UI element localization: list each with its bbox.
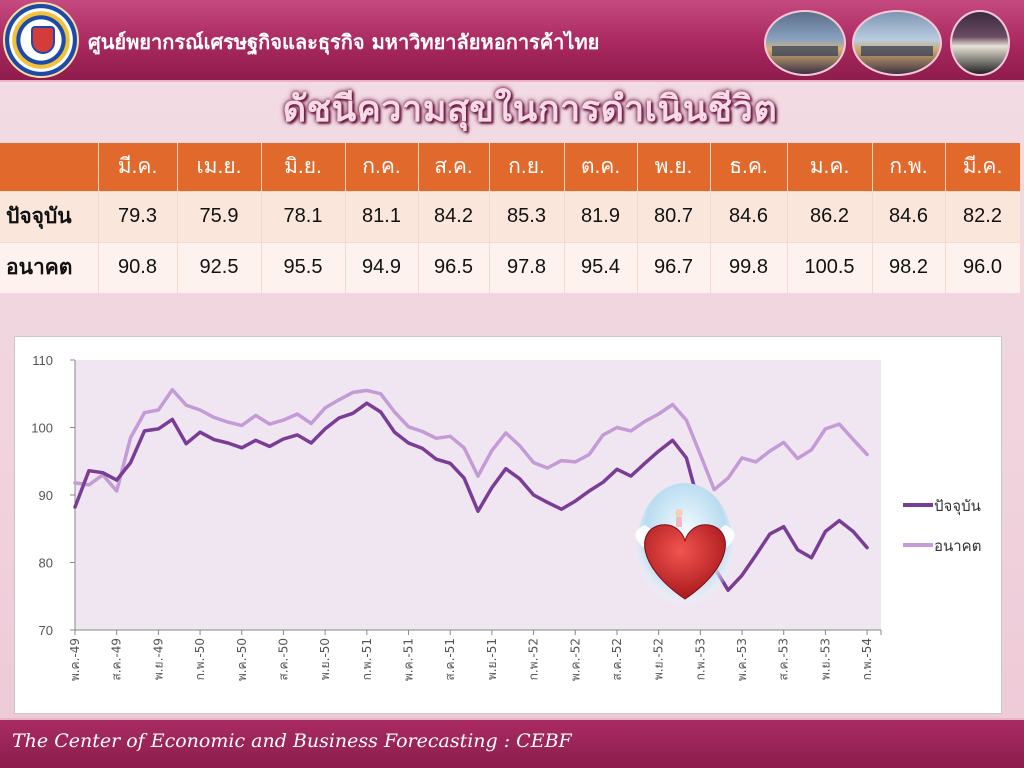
- header-band: ศูนย์พยากรณ์เศรษฐกิจและธุรกิจ มหาวิทยาลั…: [0, 0, 1024, 82]
- row-label-future: อนาคต: [0, 241, 99, 293]
- logo-emblem-icon: [31, 26, 55, 54]
- x-tick-label: พ.ค.-52: [568, 638, 582, 681]
- x-tick-label: ก.พ.-51: [360, 638, 374, 680]
- table-cell: 79.3: [98, 190, 178, 242]
- y-tick-label: 110: [32, 353, 53, 368]
- table-header-cell: ก.ย.: [489, 143, 565, 191]
- x-tick-label: พ.ย.-50: [318, 638, 332, 680]
- university-logo: [3, 2, 79, 78]
- table-header-cell: ก.พ.: [872, 143, 946, 191]
- table-cell: 82.2: [945, 190, 1021, 242]
- x-tick-label: พ.ค.-50: [235, 638, 249, 681]
- table-header-cell: ก.ค.: [345, 143, 419, 191]
- speaker-photo: [950, 10, 1010, 76]
- page-title: ดัชนีความสุขในการดำเนินชีวิต: [282, 88, 778, 130]
- x-tick-label: ส.ค.-50: [276, 638, 290, 681]
- table-cell: 100.5: [787, 241, 873, 293]
- table-cell: 98.2: [872, 241, 946, 293]
- table-cell: 94.9: [345, 241, 419, 293]
- x-tick-label: ส.ค.-51: [443, 638, 457, 681]
- meeting-photo-2: [852, 10, 942, 76]
- footer-band: The Center of Economic and Business Fore…: [0, 718, 1024, 768]
- x-tick-label: ส.ค.-52: [610, 638, 624, 681]
- table-header-cell: มี.ค.: [945, 143, 1021, 191]
- legend-label: ปัจจุบัน: [934, 497, 981, 516]
- table-header-cell: ต.ค.: [564, 143, 638, 191]
- table-cell: 92.5: [177, 241, 262, 293]
- cupid-figure-head: [675, 509, 683, 517]
- footer-text: The Center of Economic and Business Fore…: [12, 730, 572, 752]
- table-cell: 86.2: [787, 190, 873, 242]
- organization-name: ศูนย์พยากรณ์เศรษฐกิจและธุรกิจ มหาวิทยาลั…: [88, 30, 600, 54]
- table-cell: 84.2: [418, 190, 490, 242]
- y-tick-label: 100: [31, 421, 53, 436]
- series-line-current: [73, 401, 869, 592]
- heart-icon: [644, 524, 726, 600]
- table-cell: 81.1: [345, 190, 419, 242]
- table-header-cell: ธ.ค.: [710, 143, 788, 191]
- table-header-cell: ส.ค.: [418, 143, 490, 191]
- x-tick-label: ส.ค.-49: [110, 638, 124, 681]
- table-cell: 78.1: [261, 190, 346, 242]
- y-tick-label: 70: [39, 623, 53, 638]
- table-cell: 84.6: [872, 190, 946, 242]
- x-tick-label: ส.ค.-53: [777, 638, 791, 681]
- legend-label: อนาคต: [934, 537, 981, 555]
- table-header-cell: พ.ย.: [637, 143, 711, 191]
- table-row-current: ปัจจุบัน 79.3 75.9 78.1 81.1 84.2 85.3 8…: [0, 190, 1021, 242]
- index-table: มี.ค. เม.ย. มิ.ย. ก.ค. ส.ค. ก.ย. ต.ค. พ.…: [0, 143, 1021, 293]
- x-tick-label: ก.พ.-52: [527, 638, 541, 680]
- x-tick-label: ก.พ.-54: [860, 638, 874, 680]
- x-tick-label: พ.ย.-52: [652, 638, 666, 680]
- table-cell: 75.9: [177, 190, 262, 242]
- plot-area: [75, 360, 881, 630]
- table-header-cell: มิ.ย.: [261, 143, 346, 191]
- table-cell: 95.5: [261, 241, 346, 293]
- table-header-cell: มี.ค.: [98, 143, 178, 191]
- x-tick-label: พ.ค.-51: [402, 638, 416, 681]
- x-tick-label: พ.ค.-53: [735, 638, 749, 681]
- x-tick-label: ก.พ.-53: [693, 638, 707, 680]
- table-header-cell: [0, 143, 99, 191]
- table-cell: 96.7: [637, 241, 711, 293]
- table-cell: 85.3: [489, 190, 565, 242]
- chart-frame: 70 80 90 100 110 พ.ค.-49 ส.ค.-49 พ.ย.-49 ก.พ.-50…: [14, 336, 1002, 714]
- table-cell: 96.5: [418, 241, 490, 293]
- table-cell: 81.9: [564, 190, 638, 242]
- table-cell: 80.7: [637, 190, 711, 242]
- cupid-figure-body: [676, 517, 682, 527]
- x-tick-label: พ.ค.-49: [68, 638, 82, 681]
- happiness-line-chart: 70 80 90 100 110 พ.ค.-49 ส.ค.-49 พ.ย.-49 ก.พ.-50…: [31, 353, 981, 681]
- y-tick-label: 90: [39, 488, 53, 503]
- table-row-future: อนาคต 90.8 92.5 95.5 94.9 96.5 97.8 95.4…: [0, 241, 1021, 293]
- y-tick-label: 80: [39, 556, 53, 571]
- table-header-cell: ม.ค.: [787, 143, 873, 191]
- row-label-current: ปัจจุบัน: [0, 190, 99, 242]
- meeting-photo-1: [764, 10, 846, 76]
- table-header-row: มี.ค. เม.ย. มิ.ย. ก.ค. ส.ค. ก.ย. ต.ค. พ.…: [0, 143, 1021, 191]
- x-tick-label: พ.ย.-53: [818, 638, 832, 680]
- series-line-future: [73, 387, 869, 493]
- table-header-cell: เม.ย.: [177, 143, 262, 191]
- table-cell: 99.8: [710, 241, 788, 293]
- table-cell: 95.4: [564, 241, 638, 293]
- table-cell: 84.6: [710, 190, 788, 242]
- table-cell: 97.8: [489, 241, 565, 293]
- table-cell: 96.0: [945, 241, 1021, 293]
- table-cell: 90.8: [98, 241, 178, 293]
- x-tick-label: ก.พ.-50: [193, 638, 207, 680]
- x-tick-label: พ.ย.-51: [485, 638, 499, 680]
- x-tick-label: พ.ย.-49: [151, 638, 165, 680]
